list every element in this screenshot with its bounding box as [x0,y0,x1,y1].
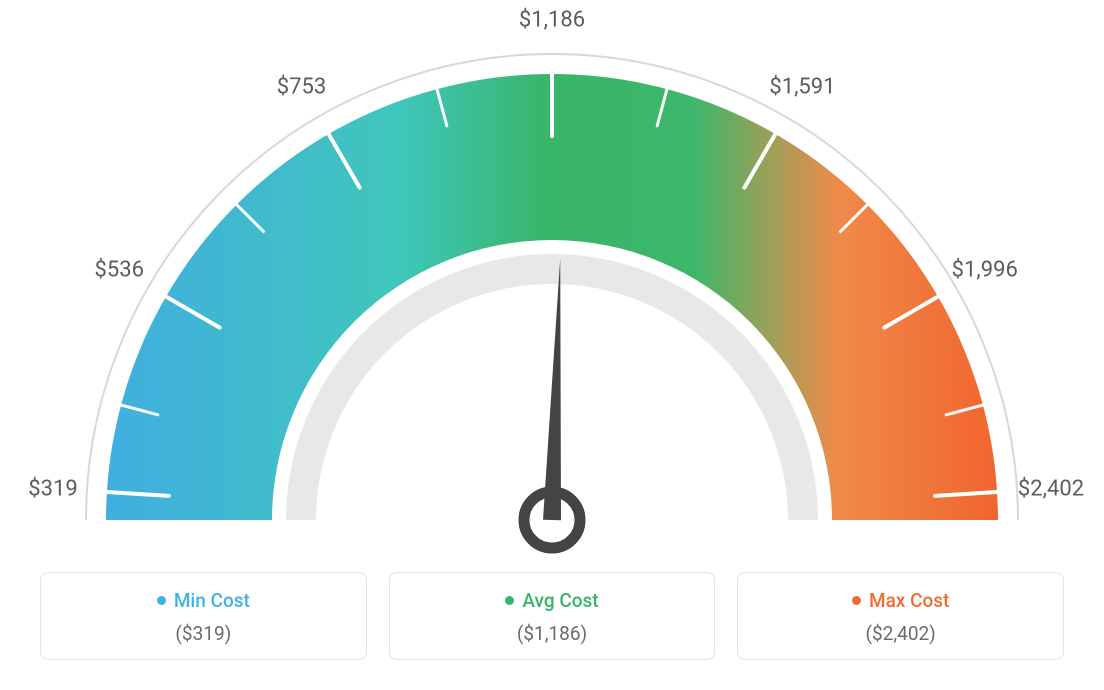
legend-dot-max [852,596,861,605]
legend-card-min: Min Cost ($319) [40,572,367,660]
gauge-chart: $319 $536 $753 $1,186 $1,591 $1,996 $2,402 [0,0,1104,560]
legend-label-min: Min Cost [157,589,250,612]
legend-label-max: Max Cost [852,589,949,612]
legend-value-avg: ($1,186) [400,622,705,645]
legend-text-avg: Avg Cost [522,589,598,612]
gauge-tick-label: $1,591 [769,75,835,100]
legend-text-max: Max Cost [869,589,949,612]
gauge-tick-label: $1,996 [952,257,1018,282]
gauge-tick-label: $2,402 [1018,476,1084,501]
legend-row: Min Cost ($319) Avg Cost ($1,186) Max Co… [40,572,1064,660]
gauge-tick-label: $1,186 [519,8,585,33]
legend-dot-avg [505,596,514,605]
legend-label-avg: Avg Cost [505,589,598,612]
gauge-tick-label: $536 [95,257,144,282]
gauge-tick-label: $753 [277,75,326,100]
legend-text-min: Min Cost [174,589,250,612]
legend-value-min: ($319) [51,622,356,645]
legend-value-max: ($2,402) [748,622,1053,645]
legend-card-max: Max Cost ($2,402) [737,572,1064,660]
legend-card-avg: Avg Cost ($1,186) [389,572,716,660]
gauge-tick-label: $319 [28,476,77,501]
legend-dot-min [157,596,166,605]
